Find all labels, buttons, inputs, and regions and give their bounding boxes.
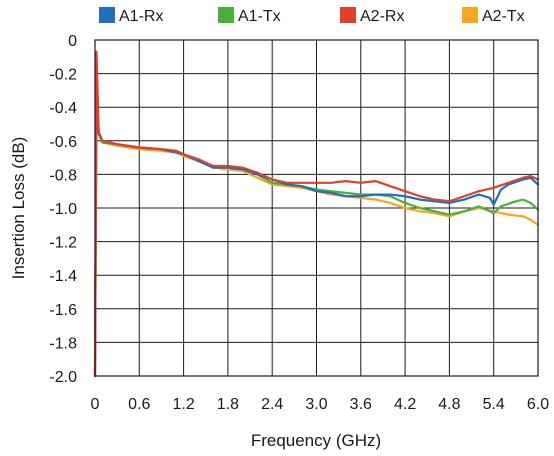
x-tick-label: 0.6 bbox=[128, 396, 150, 413]
x-axis-title: Frequency (GHz) bbox=[251, 431, 381, 450]
legend-label-a2-tx: A2-Tx bbox=[482, 8, 525, 25]
legend-label-a1-tx: A1-Tx bbox=[238, 8, 281, 25]
x-tick-label: 0 bbox=[91, 396, 100, 413]
y-tick-label: -0.8 bbox=[49, 167, 77, 184]
y-tick-label: -1.4 bbox=[49, 268, 77, 285]
legend-swatch-a1-rx bbox=[99, 7, 115, 23]
x-tick-label: 2.4 bbox=[261, 396, 283, 413]
x-tick-labels: 0 0.6 1.2 1.8 2.4 3.0 3.6 4.2 4.8 5.4 6.0 bbox=[91, 396, 550, 413]
y-tick-label: 0 bbox=[68, 33, 77, 50]
x-tick-label: 1.2 bbox=[172, 396, 194, 413]
y-tick-label: -0.2 bbox=[49, 67, 77, 84]
y-axis-title: Insertion Loss (dB) bbox=[9, 137, 28, 280]
legend-swatch-a1-tx bbox=[218, 7, 234, 23]
legend-swatch-a2-rx bbox=[340, 7, 356, 23]
x-tick-label: 1.8 bbox=[217, 396, 239, 413]
legend: A1-Rx A1-Tx A2-Rx A2-Tx bbox=[99, 7, 525, 25]
legend-label-a1-rx: A1-Rx bbox=[119, 8, 163, 25]
legend-swatch-a2-tx bbox=[462, 7, 478, 23]
y-tick-label: -1.8 bbox=[49, 335, 77, 352]
series-line-a2-rx bbox=[93, 50, 540, 378]
y-tick-labels: 0 -0.2 -0.4 -0.6 -0.8 -1.0 -1.2 -1.4 -1.6 -1.8 -2.… bbox=[49, 33, 77, 386]
y-tick-label: -2.0 bbox=[49, 369, 77, 386]
y-tick-label: -1.0 bbox=[49, 201, 77, 218]
x-tick-label: 5.4 bbox=[483, 396, 505, 413]
y-tick-label: -0.4 bbox=[49, 100, 77, 117]
legend-label-a2-rx: A2-Rx bbox=[360, 8, 404, 25]
x-tick-label: 4.2 bbox=[394, 396, 416, 413]
y-tick-label: -1.6 bbox=[49, 302, 77, 319]
x-tick-label: 4.8 bbox=[438, 396, 460, 413]
x-tick-label: 6.0 bbox=[527, 396, 549, 413]
x-tick-label: 3.0 bbox=[305, 396, 327, 413]
plot-frame bbox=[94, 39, 539, 377]
series-layer bbox=[93, 50, 540, 378]
x-tick-label: 3.6 bbox=[350, 396, 372, 413]
y-tick-label: -0.6 bbox=[49, 134, 77, 151]
y-tick-label: -1.2 bbox=[49, 235, 77, 252]
